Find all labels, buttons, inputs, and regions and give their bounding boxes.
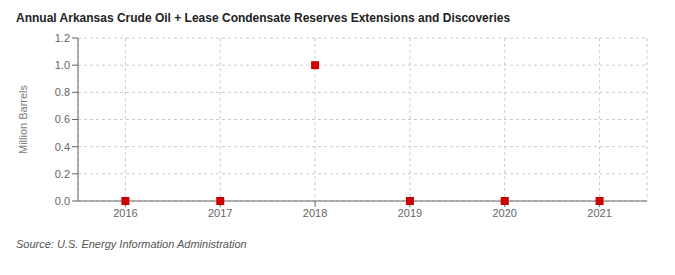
svg-text:0.6: 0.6 [55,113,70,125]
svg-text:2018: 2018 [303,207,327,219]
svg-text:0.8: 0.8 [55,86,70,98]
svg-text:0.4: 0.4 [55,141,70,153]
svg-text:2016: 2016 [113,207,137,219]
svg-text:0.2: 0.2 [55,168,70,180]
svg-text:2017: 2017 [208,207,232,219]
svg-text:Million Barrels: Million Barrels [17,84,29,154]
svg-text:2020: 2020 [493,207,517,219]
svg-text:2019: 2019 [398,207,422,219]
svg-text:0.0: 0.0 [55,195,70,207]
svg-text:2021: 2021 [587,207,611,219]
html-text:Source: U.S. Energy Informatio: Source: U.S. Energy Information Administ… [16,238,247,250]
html-text:Annual Arkansas Crude Oil + Le: Annual Arkansas Crude Oil + Lease Conden… [16,11,511,25]
svg-text:1.0: 1.0 [55,59,70,71]
svg-text:1.2: 1.2 [55,32,70,44]
